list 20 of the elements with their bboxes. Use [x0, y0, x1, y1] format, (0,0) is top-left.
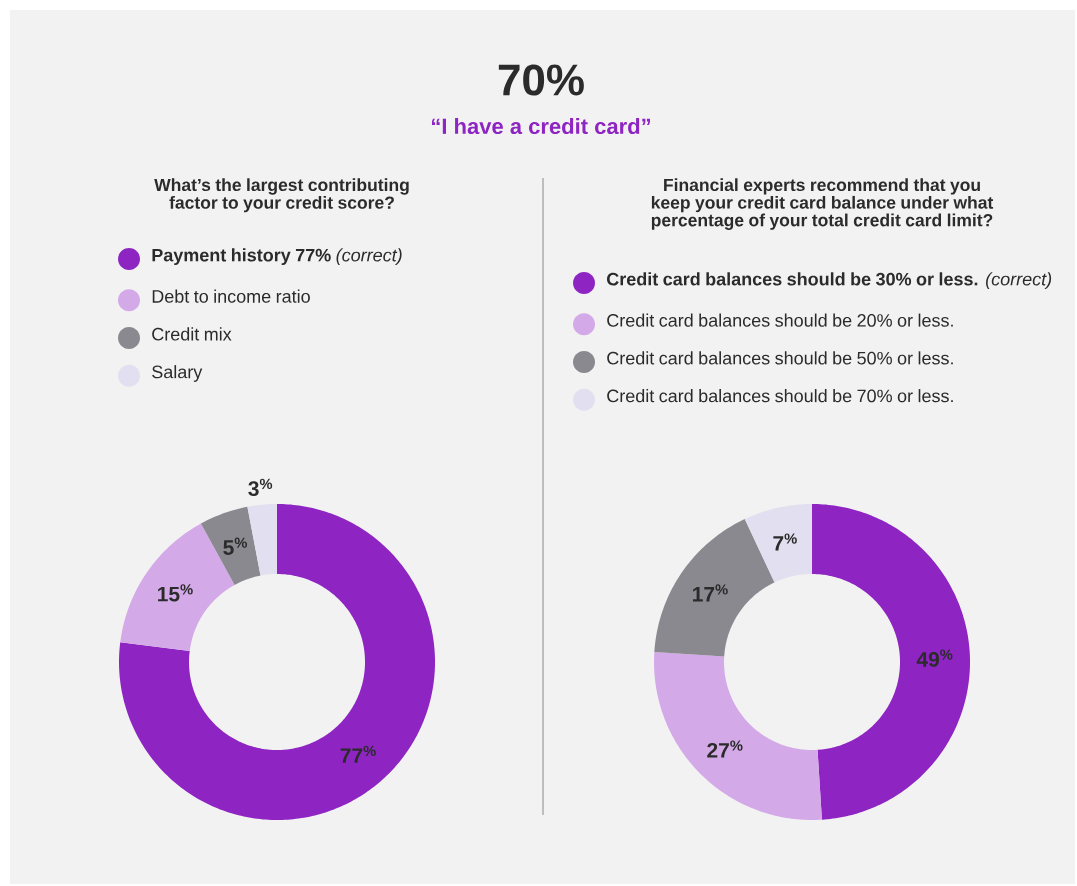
data-label: 3$^{%}$ — [248, 478, 273, 497]
data-label: 15$^{%}$ — [158, 584, 193, 602]
data-label: 27$^{%}$ — [707, 740, 743, 758]
text: “I have a credit card” — [431, 117, 651, 135]
data-label: 7$^{%}$ — [773, 533, 797, 551]
data-label: 17$^{%}$ — [693, 584, 728, 602]
legend-label: Credit card balances should be 70% or less. — [607, 389, 953, 403]
data-label: 5$^{%}$ — [223, 537, 248, 555]
data-label: 77$^{%}$ — [340, 745, 376, 763]
data-label: 49$^{%}$ — [916, 649, 953, 667]
chart-title: Financial experts recommend that you keep your credit card balance under what percentage of your total credit card limit? — [651, 178, 994, 230]
legend-label: Credit card balances should be 20% or less. — [607, 313, 953, 327]
legend-label: Debt to income ratio — [152, 289, 310, 303]
legend-label: Payment history 77% (correct) — [152, 248, 402, 266]
text: 70% — [498, 64, 584, 96]
chart-title: What’s the largest contributing factor to your credit score? — [154, 178, 409, 213]
legend-label: Credit card balances should be 30% or less. (correct) — [607, 272, 1052, 290]
legend-label: Salary — [152, 365, 203, 382]
legend-label: Credit card balances should be 50% or less. — [607, 351, 953, 365]
legend-label: Credit mix — [152, 327, 232, 341]
